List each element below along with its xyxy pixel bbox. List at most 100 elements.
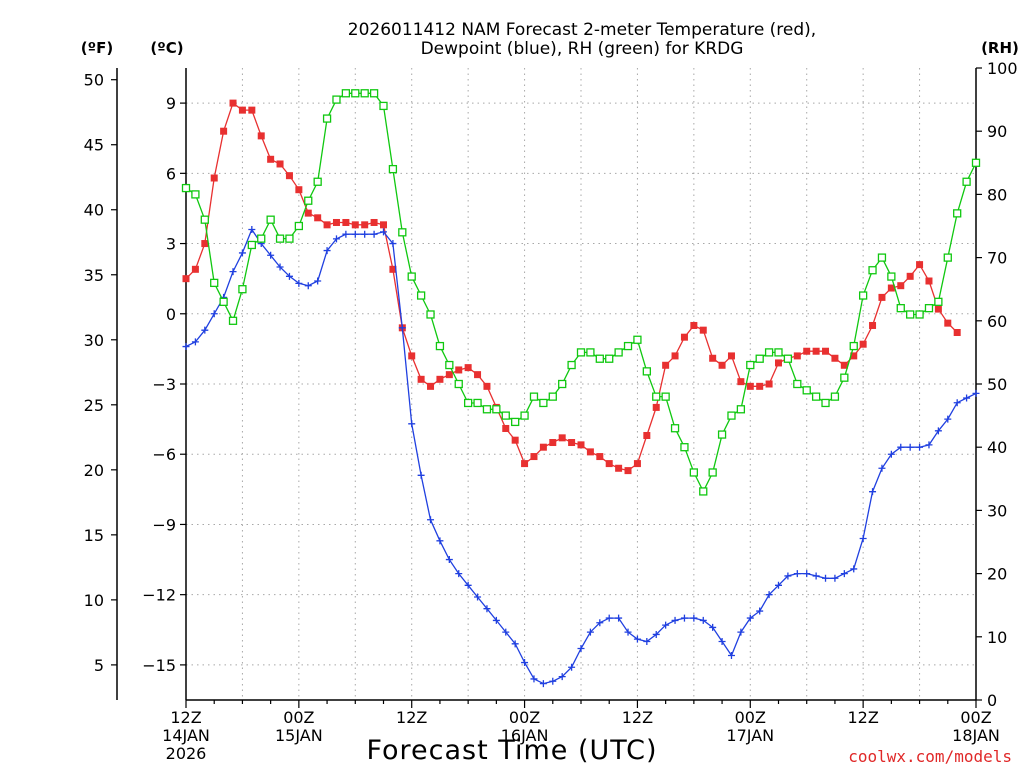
temperature-point [464,364,472,372]
temperature-point [323,221,331,229]
temperature-point [314,214,322,222]
rh-axis-unit: (RH) [981,39,1019,57]
dewpoint-point [878,464,886,472]
temperature-point [502,424,510,432]
temperature-point [549,439,557,447]
x-tick-label-year: 2026 [166,744,207,763]
dewpoint-point [624,628,632,636]
rh-point [200,215,209,224]
celsius-tick-label: 6 [166,164,176,183]
rh-point [407,272,416,281]
temperature-point [878,293,886,301]
temperature-point [671,352,679,360]
rh-tick-label: 100 [987,59,1018,78]
dewpoint-point [474,593,482,601]
temperature-point [925,277,933,285]
dewpoint-point [662,621,670,629]
x-tick-label-time: 12Z [396,708,427,727]
rh-point [501,411,510,420]
dewpoint-point [869,488,877,496]
rh-point [652,392,661,401]
rh-point [906,310,915,319]
fahrenheit-tick-label: 15 [84,526,104,545]
rh-tick-label: 40 [987,438,1007,457]
temperature-point [746,382,754,390]
rh-point [793,379,802,389]
temperature-point [680,333,688,341]
dewpoint-point [511,640,519,648]
dewpoint-point [633,635,641,643]
dewpoint-point [210,310,218,318]
dewpoint-point [201,326,209,334]
rh-point [511,417,520,427]
rh-point [416,291,426,300]
fahrenheit-tick-label: 30 [84,331,104,350]
rh-point [360,89,369,98]
dewpoint-point [445,556,453,564]
dewpoint-point [295,279,303,287]
rh-point [219,297,228,306]
rh-point [247,240,256,250]
temperature-point [229,99,237,107]
temperature-point [803,347,811,355]
celsius-tick-label: 3 [166,235,176,254]
fahrenheit-axis-unit: (ºF) [81,39,113,57]
x-tick-label-date: 17JAN [726,726,774,745]
temperature-point [869,321,877,329]
dewpoint-point [502,628,510,636]
rh-point [840,373,849,382]
x-tick-label-time: 00Z [735,708,766,727]
rh-point [736,405,746,414]
rh-tick-label: 90 [987,122,1007,141]
dewpoint-point [615,614,623,622]
rh-point [680,443,689,452]
temperature-point [615,464,623,472]
rh-point [699,487,708,496]
dewpoint-point [699,616,707,624]
temperature-point [662,361,670,369]
rh-point [322,114,332,123]
rh-point [971,158,981,167]
dewpoint-point [737,628,745,636]
rh-point [257,234,266,243]
rh-tick-label: 60 [987,312,1007,331]
dewpoint-point [558,673,566,681]
dewpoint-point [267,251,275,259]
rh-point [181,183,191,193]
dewpoint-point [803,570,811,578]
rh-point [783,354,793,363]
rh-point [915,310,924,319]
rh-point [821,398,830,408]
temperature-point [953,329,961,337]
rh-point [388,164,398,174]
dewpoint-point [765,591,773,599]
dewpoint-point [727,652,735,660]
dewpoint-point [812,572,820,580]
rh-tick-label: 80 [987,185,1007,204]
dewpoint-point [417,471,425,479]
rh-point [210,278,219,288]
dewpoint-point [652,630,660,638]
temperature-point [351,221,359,229]
celsius-axis-unit: (ºC) [150,39,183,57]
fahrenheit-tick-label: 20 [84,461,104,480]
dewpoint-point [351,230,359,238]
rh-point [924,304,934,313]
temperature-point [248,106,256,114]
grid-lines [186,68,976,700]
rh-point [811,392,821,401]
dewpoint-point [916,443,924,451]
dewpoint-point [775,581,782,589]
rh-point [717,430,727,439]
rh-point [633,335,642,344]
temperature-point [380,221,387,229]
temperature-point [887,284,895,292]
dewpoint-point [238,249,246,257]
rh-point [435,341,445,351]
temperature-point [182,275,190,283]
temperature-point [483,382,491,390]
temperature-point [417,375,425,383]
dewpoint-point [370,230,378,238]
temperature-point [944,319,952,327]
x-tick-label-date: 16JAN [501,726,549,745]
